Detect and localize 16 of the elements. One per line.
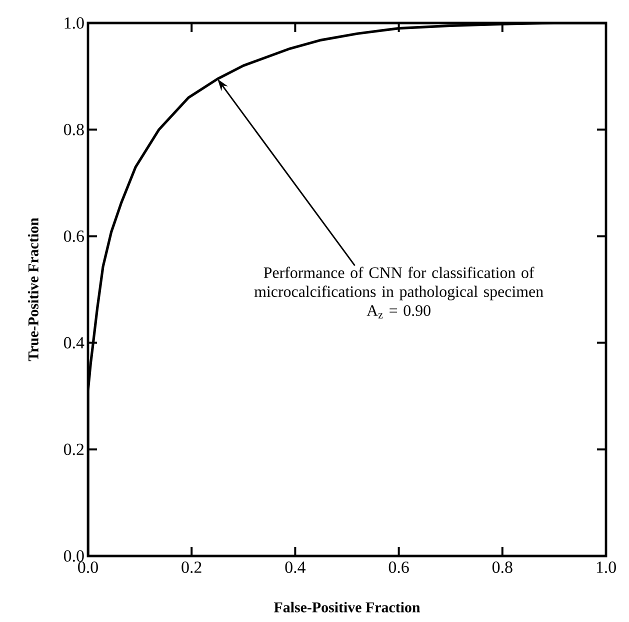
x-tick-label: 0.4 [285,562,306,574]
y-tick-label: 0.4 [64,337,84,349]
y-tick-label: 1.0 [64,17,84,29]
y-axis-title: True-Positive Fraction [28,218,38,362]
y-tick-label: 0.6 [64,230,84,242]
y-tick-label: 0.8 [64,124,84,136]
y-tick-label: 0.2 [64,444,84,456]
x-tick-label: 1.0 [596,562,616,574]
x-axis-title: False-Positive Fraction [274,602,420,612]
annotation: A$_{z}$ = 0.90 [366,305,430,318]
x-tick-label: 0.8 [492,562,512,574]
x-tick-label: 0.0 [78,562,98,574]
y-tick-label: 0.0 [64,550,84,562]
x-tick-label: 0.6 [388,562,409,574]
annotation: Performance of CNN for classification of microcalcifications in pathological specimen [254,266,544,300]
x-tick-label: 0.2 [182,562,202,574]
